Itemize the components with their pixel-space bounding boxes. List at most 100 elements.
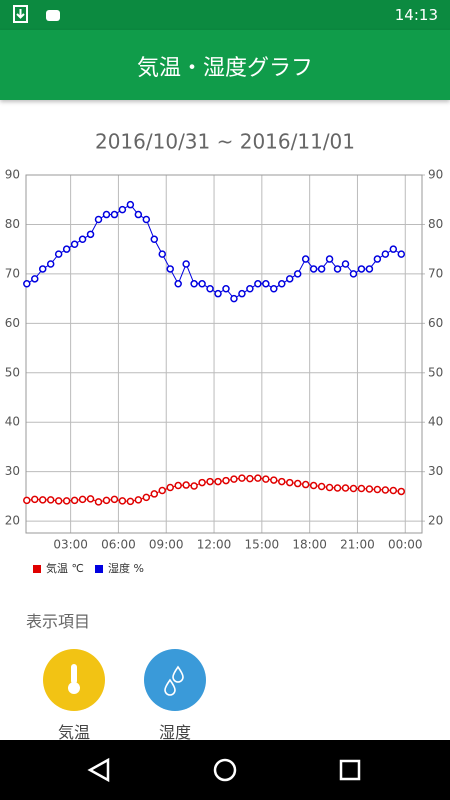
y2-tick-label: 70 [428, 266, 443, 280]
y2-tick-label: 30 [428, 464, 443, 478]
data-point [62, 497, 71, 505]
data-point [110, 210, 119, 219]
nav-buttons [87, 757, 361, 783]
plot-border [25, 174, 423, 534]
data-point [54, 497, 63, 505]
data-point [70, 496, 79, 505]
data-point [78, 495, 87, 504]
y-tick-label: 90 [5, 168, 20, 182]
clock: 14:13 [394, 6, 438, 24]
data-point [222, 284, 230, 293]
data-point [301, 255, 310, 263]
data-point [325, 483, 334, 492]
data-point [230, 475, 238, 483]
data-point [31, 495, 39, 504]
data-point [285, 275, 294, 283]
data-point [182, 481, 190, 489]
app-bar: 気温・湿度グラフ [0, 30, 450, 100]
data-point [389, 486, 398, 495]
data-point [365, 265, 374, 273]
data-point [349, 484, 358, 493]
data-point [230, 294, 238, 303]
button-label[interactable]: 気温 [57, 723, 90, 742]
y-tick-label: 40 [5, 415, 20, 429]
data-point [341, 260, 350, 268]
back-button[interactable] [87, 757, 110, 783]
data-point [293, 479, 302, 488]
y2-tick-label: 50 [428, 365, 443, 379]
data-point [238, 474, 246, 482]
data-point [174, 481, 182, 490]
data-point [309, 265, 318, 273]
data-point [150, 235, 159, 244]
section-title: 表示項目 [26, 612, 91, 631]
status-icons [13, 5, 60, 23]
nav-bar [0, 740, 450, 800]
data-point [262, 280, 270, 288]
data-point [373, 485, 382, 494]
data-point [31, 275, 39, 283]
y2-tick-label: 20 [428, 514, 443, 528]
y2-tick-label: 60 [428, 316, 443, 330]
x-tick-label: 15:00 [245, 538, 280, 552]
button-label[interactable]: 湿度 [158, 723, 191, 742]
data-point [198, 478, 206, 487]
data-point [278, 477, 286, 486]
x-tick-label: 00:00 [388, 538, 423, 552]
x-tick-label: 03:00 [53, 538, 88, 552]
data-point [309, 481, 318, 490]
data-point [118, 205, 127, 214]
humidity-button[interactable] [144, 649, 206, 711]
status-bar: 14:13 [0, 0, 450, 30]
data-point [262, 475, 270, 483]
data-point [86, 495, 95, 503]
x-tick-label: 12:00 [197, 538, 232, 552]
data-point [214, 477, 222, 486]
data-point [150, 490, 159, 498]
data-point [182, 260, 190, 268]
y2-tick-label: 40 [428, 415, 443, 429]
y-tick-label: 20 [5, 514, 20, 528]
data-point [62, 245, 71, 253]
temperature-button[interactable] [43, 649, 105, 711]
data-point [110, 495, 119, 504]
data-point [278, 280, 286, 288]
legend-swatch [95, 565, 103, 573]
data-point [381, 250, 390, 258]
data-point [333, 484, 342, 492]
data-point [134, 496, 143, 504]
y-tick-label: 70 [5, 266, 20, 280]
data-point [246, 284, 254, 293]
data-point [38, 265, 47, 273]
data-point [293, 270, 302, 278]
x-tick-label: 18:00 [292, 538, 327, 552]
data-point [158, 486, 166, 495]
legend-label: 気温 ℃ [46, 561, 84, 575]
app-title: 気温・湿度グラフ [136, 56, 313, 81]
data-point [158, 250, 166, 258]
data-point [46, 260, 55, 268]
data-point [389, 245, 398, 253]
data-point [270, 284, 278, 293]
data-point [341, 484, 350, 492]
legend-swatch [33, 565, 41, 573]
data-point [285, 478, 294, 487]
data-point [357, 265, 366, 273]
y-tick-label: 50 [5, 365, 20, 379]
recents-button[interactable] [339, 759, 361, 781]
data-point [349, 270, 358, 278]
data-point [270, 476, 278, 484]
data-point [397, 250, 406, 258]
legend-label: 湿度 % [108, 561, 144, 575]
home-button[interactable] [213, 758, 237, 782]
data-point [102, 210, 111, 219]
chart-title: 2016/10/31 ~ 2016/11/01 [95, 130, 355, 154]
data-point [166, 265, 174, 273]
data-point [357, 484, 366, 493]
data-point [317, 265, 326, 273]
data-point [86, 230, 95, 239]
data-point [78, 235, 87, 244]
x-tick-label: 06:00 [101, 538, 136, 552]
x-tick-label: 09:00 [149, 538, 184, 552]
